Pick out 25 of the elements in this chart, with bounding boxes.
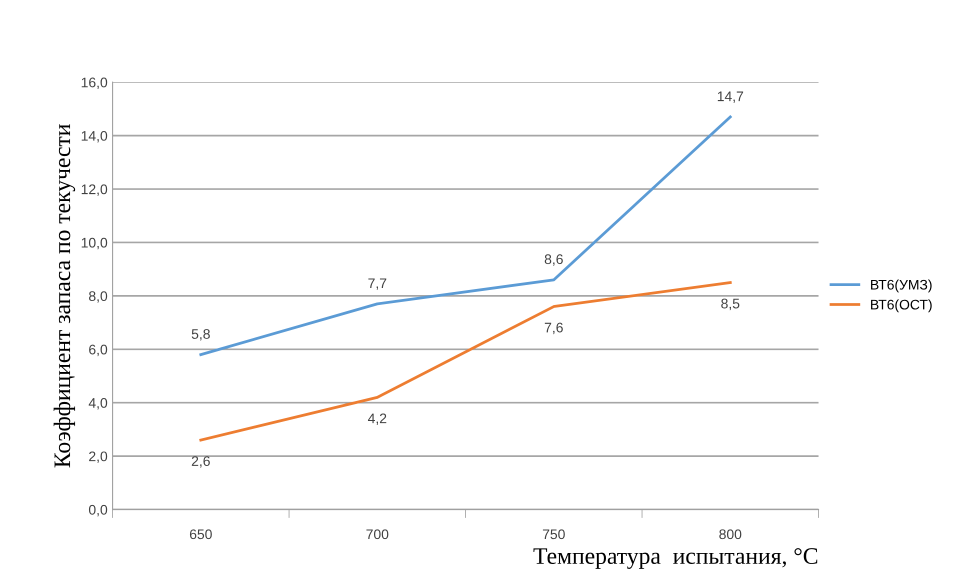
x-axis-title: Температура испытания, °C [533,548,818,569]
y-tick-label: 4,0 [88,398,108,410]
data-label: 8,5 [721,298,740,310]
x-tick-label: 800 [719,529,742,540]
data-label: 2,6 [192,456,210,468]
data-label: 7,6 [544,322,563,334]
y-tick-label: 0,0 [88,504,108,516]
legend-label: ВТ6(ОСТ) [871,299,932,312]
y-tick-label: 14,0 [82,130,108,142]
x-tick-label: 700 [366,529,388,540]
x-tick-label: 750 [542,529,565,540]
y-tick-label: 2,0 [89,451,108,463]
data-label: 4,2 [368,413,386,425]
data-label: 5,8 [192,329,210,341]
y-tick-label: 6,0 [89,344,108,356]
data-label: 14,7 [718,92,744,103]
data-label: 8,6 [544,254,563,266]
legend-label: ВТ6(УМЗ) [871,279,932,292]
y-tick-label: 8,0 [89,291,108,303]
data-label: 7,7 [368,278,386,290]
y-tick-label: 10,0 [82,238,108,250]
y-axis-title: Коэффициент запаса по текучести [54,124,76,468]
y-tick-label: 16,0 [82,78,108,90]
x-tick-label: 650 [190,529,212,540]
y-tick-label: 12,0 [82,184,108,196]
